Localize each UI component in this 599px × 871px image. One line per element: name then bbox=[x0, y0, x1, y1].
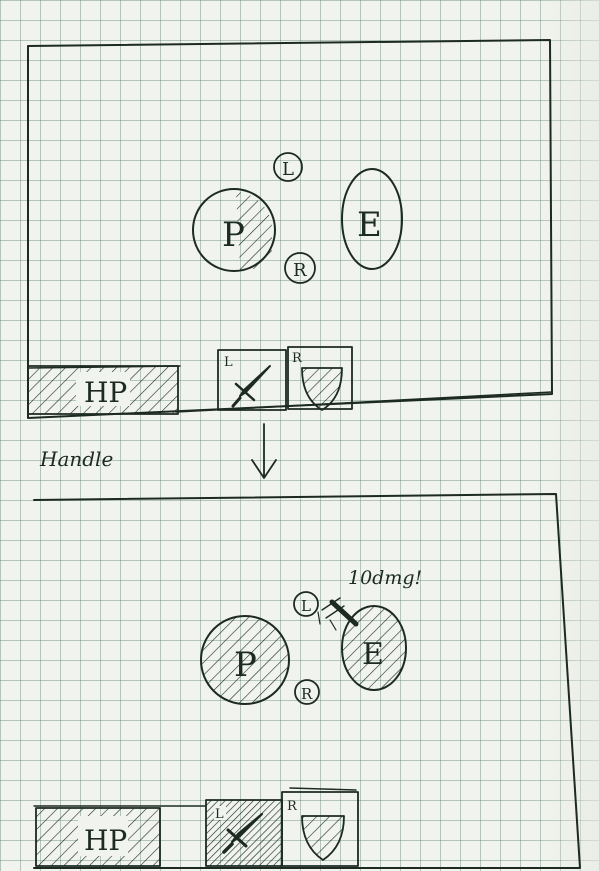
damage-text: 10dmg! bbox=[348, 567, 422, 589]
shield-icon bbox=[301, 815, 345, 861]
slot-right-label: R bbox=[292, 351, 303, 366]
enemy-circle: E bbox=[341, 168, 403, 270]
right-hand-label: R bbox=[293, 260, 307, 281]
enemy-circle: E bbox=[341, 605, 407, 691]
screen-before: P E L R HP L bbox=[27, 39, 553, 419]
enemy-label: E bbox=[357, 205, 382, 245]
down-arrow-icon bbox=[251, 423, 277, 479]
hp-bar: HP bbox=[35, 807, 161, 867]
slot-left-label: L bbox=[215, 807, 224, 822]
screen-after-hud-divider bbox=[33, 787, 357, 807]
left-hand-marker: L bbox=[293, 591, 319, 617]
left-hand-label: L bbox=[301, 597, 311, 615]
screen-after: P E L R 10dmg! HP bbox=[33, 493, 581, 869]
item-slot-right: R bbox=[287, 346, 353, 411]
left-hand-label: L bbox=[282, 159, 294, 180]
sword-icon bbox=[222, 812, 264, 854]
item-slot-left: L bbox=[205, 799, 283, 867]
right-hand-label: R bbox=[301, 685, 313, 703]
sword-icon bbox=[231, 365, 271, 408]
shield-icon bbox=[301, 367, 343, 411]
left-hand-marker: L bbox=[273, 152, 303, 182]
slot-right-label: R bbox=[287, 799, 298, 814]
sword-strike-icon bbox=[317, 597, 359, 631]
hp-label: HP bbox=[84, 376, 127, 409]
hp-bar: HP bbox=[27, 365, 179, 415]
screen-before-frame bbox=[27, 39, 553, 419]
right-hand-marker: R bbox=[284, 252, 316, 284]
player-circle: P bbox=[200, 615, 290, 705]
hp-label: HP bbox=[84, 824, 127, 857]
item-slot-right: R bbox=[281, 791, 359, 867]
screen-after-frame bbox=[33, 493, 581, 869]
player-label: P bbox=[222, 215, 245, 255]
transition: Handle bbox=[39, 423, 277, 479]
enemy-label: E bbox=[362, 637, 384, 672]
paper-edge-shading bbox=[539, 0, 599, 871]
slot-left-label: L bbox=[224, 355, 233, 370]
item-slot-left: L bbox=[217, 349, 287, 411]
player-label: P bbox=[234, 645, 257, 685]
player-circle: P bbox=[192, 188, 276, 272]
right-hand-marker: R bbox=[294, 679, 320, 705]
handle-scribble: Handle bbox=[39, 447, 113, 471]
